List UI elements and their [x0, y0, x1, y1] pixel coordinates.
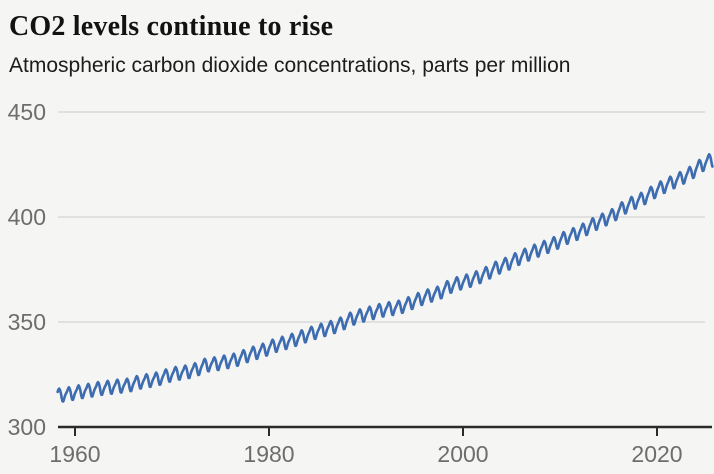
x-tick-label: 2020: [631, 441, 682, 467]
y-tick-label: 350: [8, 309, 46, 335]
y-tick-label: 400: [8, 204, 46, 230]
x-tick-label: 1960: [49, 441, 100, 467]
chart-title: CO2 levels continue to rise: [9, 11, 334, 42]
x-tick-label: 2000: [437, 441, 488, 467]
x-tick-label: 1980: [243, 441, 294, 467]
x-axis: [58, 425, 712, 436]
co2-series-line: [56, 153, 714, 403]
gridlines: [58, 111, 705, 323]
y-axis-tick-labels: 300 350 400 450: [8, 99, 46, 440]
x-axis-tick-labels: 1960 1980 2000 2020: [49, 441, 682, 467]
chart-subtitle: Atmospheric carbon dioxide concentration…: [9, 54, 571, 77]
y-tick-label: 300: [8, 414, 46, 440]
y-tick-label: 450: [8, 99, 46, 125]
